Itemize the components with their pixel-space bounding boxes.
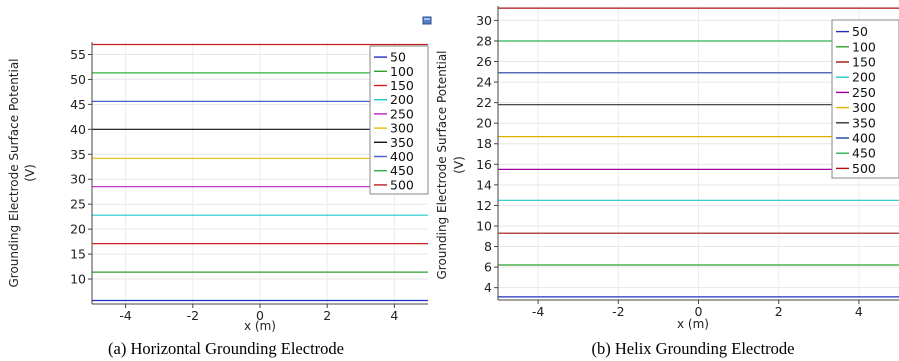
y-tick-label: 4	[484, 280, 492, 295]
chart-a-ticks: 10 15 20 25 30 35 40 45 50 55 -4 -2 0 2 4	[70, 47, 398, 323]
legend-label-200: 200	[852, 70, 876, 85]
chart-b-ylabel-line1: Grounding Electrode Surface Potential	[435, 50, 449, 279]
x-tick-label: -2	[187, 308, 199, 323]
window-icon[interactable]	[422, 16, 432, 25]
y-tick-label: 12	[476, 198, 492, 213]
x-tick-label: 4	[390, 308, 398, 323]
x-tick-label: 4	[855, 304, 863, 319]
y-tick-label: 14	[476, 177, 492, 192]
y-tick-label: 6	[484, 260, 492, 275]
chart-b-ylabel-line2: (V)	[452, 156, 466, 174]
chart-a-caption: (a) Horizontal Grounding Electrode	[108, 339, 344, 358]
legend-label-50: 50	[390, 50, 406, 65]
y-tick-label: 20	[70, 222, 86, 237]
legend-label-350: 350	[852, 115, 876, 130]
legend-label-50: 50	[852, 24, 868, 39]
legend-label-500: 500	[390, 177, 414, 192]
y-tick-label: 10	[476, 218, 492, 233]
chart-b-xlabel: x (m)	[677, 317, 709, 331]
y-tick-label: 8	[484, 239, 492, 254]
chart-b-caption: (b) Helix Grounding Electrode	[592, 339, 795, 358]
legend-label-450: 450	[852, 146, 876, 161]
chart-a-xlabel: x (m)	[244, 319, 276, 333]
y-tick-label: 15	[70, 247, 86, 262]
x-tick-label: 0	[256, 308, 264, 323]
y-tick-label: 40	[70, 122, 86, 137]
legend-label-100: 100	[390, 64, 414, 79]
x-tick-label: -4	[119, 308, 132, 323]
legend-label-150: 150	[852, 55, 876, 70]
legend-label-400: 400	[390, 149, 414, 164]
x-tick-label: 0	[695, 304, 703, 319]
legend-label-400: 400	[852, 131, 876, 146]
y-tick-label: 35	[70, 147, 86, 162]
chart-a-ylabel-line1: Grounding Electrode Surface Potential	[7, 58, 21, 287]
x-tick-label: 2	[775, 304, 783, 319]
legend-label-450: 450	[390, 163, 414, 178]
y-tick-label: 55	[70, 47, 86, 62]
legend-label-300: 300	[852, 100, 876, 115]
y-tick-label: 10	[70, 272, 86, 287]
y-tick-label: 22	[476, 95, 492, 110]
x-tick-label: 2	[323, 308, 331, 323]
y-tick-label: 30	[476, 13, 492, 28]
chart-a-ylabel-line2: (V)	[23, 164, 37, 182]
legend-label-200: 200	[390, 92, 414, 107]
y-tick-label: 28	[476, 33, 492, 48]
chart-a: 10 15 20 25 30 35 40 45 50 55 -4 -2 0 2 4 x (m) Ground…	[7, 16, 432, 358]
x-tick-label: -4	[532, 304, 545, 319]
legend-label-350: 350	[390, 135, 414, 150]
y-tick-label: 45	[70, 97, 86, 112]
y-tick-label: 50	[70, 72, 86, 87]
legend-label-150: 150	[390, 78, 414, 93]
legend-label-250: 250	[390, 106, 414, 121]
y-tick-label: 30	[70, 172, 86, 187]
legend-label-250: 250	[852, 85, 876, 100]
y-tick-label: 26	[476, 54, 492, 69]
y-tick-label: 20	[476, 116, 492, 131]
y-tick-label: 24	[476, 75, 492, 90]
legend-label-100: 100	[852, 39, 876, 54]
legend-label-500: 500	[852, 161, 876, 176]
legend-label-300: 300	[390, 121, 414, 136]
x-tick-label: -2	[612, 304, 624, 319]
y-tick-label: 18	[476, 136, 492, 151]
y-tick-label: 16	[476, 157, 492, 172]
y-tick-label: 25	[70, 197, 86, 212]
